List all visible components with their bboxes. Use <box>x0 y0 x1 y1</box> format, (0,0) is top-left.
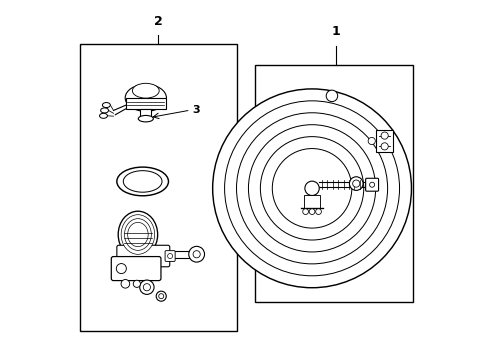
Circle shape <box>308 209 314 215</box>
Ellipse shape <box>125 85 166 111</box>
Circle shape <box>367 138 375 145</box>
Text: 1: 1 <box>331 25 340 39</box>
Ellipse shape <box>123 171 162 192</box>
Circle shape <box>159 294 163 299</box>
Bar <box>304 195 320 208</box>
Circle shape <box>315 209 321 215</box>
FancyBboxPatch shape <box>165 251 175 261</box>
FancyBboxPatch shape <box>117 245 169 267</box>
Circle shape <box>236 113 387 264</box>
Text: 3: 3 <box>192 105 200 115</box>
Circle shape <box>369 182 374 187</box>
Ellipse shape <box>132 83 159 98</box>
Circle shape <box>121 279 129 288</box>
Circle shape <box>325 90 337 102</box>
Circle shape <box>193 251 200 258</box>
Circle shape <box>349 177 362 190</box>
Circle shape <box>224 101 399 276</box>
Circle shape <box>302 209 308 215</box>
Bar <box>126 98 165 109</box>
Text: 2: 2 <box>154 15 163 28</box>
Circle shape <box>188 246 204 262</box>
Circle shape <box>380 143 387 150</box>
Circle shape <box>248 125 375 252</box>
Ellipse shape <box>121 215 154 254</box>
Ellipse shape <box>117 167 168 196</box>
Ellipse shape <box>101 108 108 113</box>
Circle shape <box>272 149 351 228</box>
Circle shape <box>352 180 359 187</box>
Circle shape <box>116 264 126 274</box>
Circle shape <box>260 137 363 240</box>
Bar <box>375 130 392 152</box>
Circle shape <box>167 253 172 258</box>
Circle shape <box>380 132 387 139</box>
Bar <box>80 44 237 330</box>
Ellipse shape <box>127 222 148 247</box>
Bar <box>255 65 412 302</box>
Ellipse shape <box>100 113 107 118</box>
Ellipse shape <box>118 211 157 258</box>
FancyBboxPatch shape <box>111 257 161 280</box>
FancyBboxPatch shape <box>365 178 378 191</box>
Circle shape <box>140 280 154 294</box>
Ellipse shape <box>102 103 110 108</box>
Circle shape <box>156 291 166 301</box>
Bar <box>140 109 151 119</box>
Circle shape <box>133 280 140 287</box>
Circle shape <box>143 284 150 291</box>
Ellipse shape <box>124 219 151 250</box>
Circle shape <box>304 181 319 195</box>
Ellipse shape <box>138 116 153 122</box>
Circle shape <box>212 89 410 288</box>
